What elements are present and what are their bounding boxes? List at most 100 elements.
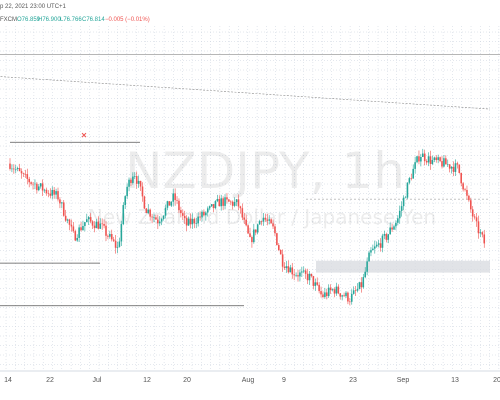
candle-down [410, 178, 413, 179]
candle-down [149, 209, 151, 217]
candle-up [16, 168, 19, 169]
candle-up [253, 229, 255, 243]
candle-up [170, 201, 173, 206]
candle-up [345, 292, 347, 297]
candle-up [158, 221, 161, 224]
candle-up [427, 156, 430, 163]
candle-up [162, 215, 165, 220]
candle-up [61, 202, 63, 204]
candle-up [43, 189, 46, 191]
candle-down [297, 275, 299, 277]
candle-up [420, 157, 422, 162]
candle-down [89, 217, 92, 222]
candle-down [279, 249, 282, 255]
candle-up [395, 222, 397, 227]
legend-header: p 22, 2021 23:00 UTC+1 FXCM O76.859 H76.… [0, 4, 150, 23]
x-tick-label: Jul [93, 377, 102, 384]
candle-up [368, 252, 370, 262]
candle-up [314, 282, 317, 286]
candle-up [431, 160, 434, 164]
candle-down [231, 201, 234, 206]
candle-up [216, 198, 219, 202]
candle-down [180, 210, 182, 214]
candle-up [262, 217, 265, 222]
candle-down [237, 199, 240, 207]
header-open: O76.859 [17, 17, 41, 23]
candle-down [274, 226, 276, 234]
candle-down [270, 219, 272, 224]
candle-down [458, 164, 461, 173]
candle-down [24, 173, 27, 175]
candle-up [406, 182, 409, 198]
candle-up [350, 293, 353, 302]
candle-up [375, 244, 378, 247]
candle-up [172, 193, 174, 202]
candle-down [47, 193, 50, 194]
candle-down [481, 232, 484, 235]
watermark-symbol: NZDJPY, 1h [125, 142, 405, 200]
candle-down [293, 274, 295, 276]
candle-down [135, 176, 138, 184]
candle-down [462, 183, 464, 190]
candle-down [466, 190, 468, 196]
candle-up [208, 206, 211, 209]
candle-down [93, 225, 96, 229]
candle-down [80, 227, 82, 231]
candle-up [132, 176, 134, 183]
candle-down [283, 266, 286, 269]
candle-up [34, 183, 36, 185]
candle-down [483, 234, 486, 244]
x-tick-label: 13 [451, 377, 459, 384]
candle-down [320, 291, 322, 295]
candle-down [145, 208, 148, 214]
candle-down [185, 218, 188, 226]
candle-up [124, 196, 126, 206]
candle-down [456, 163, 459, 165]
candle-down [254, 229, 257, 233]
candle-down [103, 223, 105, 226]
candle-down [91, 221, 94, 226]
candle-up [55, 191, 57, 195]
support-zone-layer [316, 260, 490, 273]
candle-up [364, 271, 366, 278]
candles-layer [9, 148, 486, 306]
candle-up [95, 221, 98, 229]
candle-down [226, 197, 228, 200]
candle-down [105, 225, 107, 236]
candle-down [74, 231, 77, 241]
candle-up [446, 164, 449, 166]
candle-down [281, 254, 284, 267]
candle-down [97, 221, 100, 229]
candle-up [414, 162, 416, 169]
candle-up [86, 219, 88, 223]
candle-up [11, 168, 13, 170]
watermark-description: New Zealand Dollar / Japanese Yen [88, 205, 436, 229]
candle-up [153, 217, 155, 218]
candle-down [230, 201, 232, 203]
candle-down [28, 178, 30, 183]
candle-up [443, 158, 445, 167]
candle-down [151, 216, 153, 218]
candle-down [168, 201, 171, 206]
candle-up [387, 234, 390, 240]
candle-down [247, 225, 249, 234]
candle-down [379, 243, 382, 248]
candle-up [201, 211, 203, 218]
candle-down [18, 168, 21, 172]
candle-down [26, 174, 29, 179]
candle-up [99, 223, 102, 229]
candle-down [251, 237, 253, 243]
candle-down [339, 293, 342, 297]
candle-up [374, 246, 376, 249]
candle-up [450, 166, 453, 169]
candle-down [183, 215, 186, 219]
candle-down [245, 219, 247, 226]
candle-down [101, 223, 103, 225]
candle-up [358, 282, 361, 289]
time-axis[interactable]: 14 22 Jul 12 20 Aug 9 23 Sep 13 20 [4, 377, 500, 384]
candle-up [331, 289, 334, 291]
candle-up [422, 153, 424, 158]
candle-down [157, 219, 159, 224]
candle-down [218, 198, 221, 207]
